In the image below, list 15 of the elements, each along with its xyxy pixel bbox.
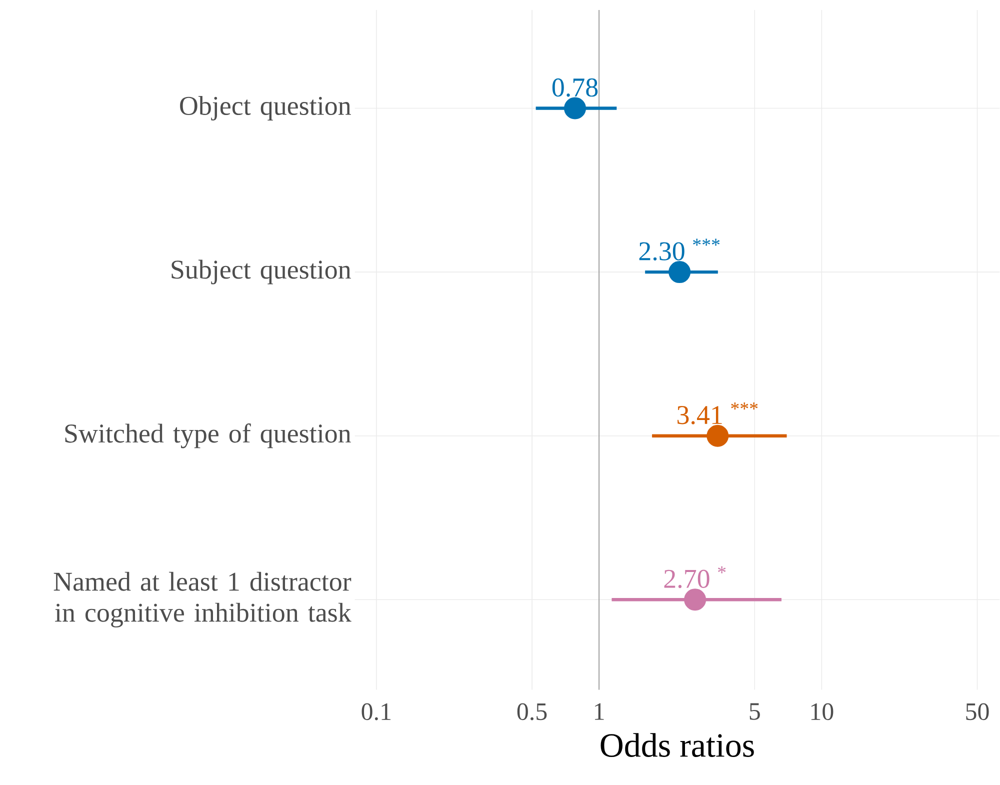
x-tick-label: 50 [966, 703, 989, 720]
data-label: 3.41 $^{***}$ [678, 402, 758, 424]
y-tick-label: Subject question [172, 260, 351, 284]
y-tick-label: Switched type of question [65, 424, 351, 448]
x-tick-label: 1 [594, 703, 604, 720]
x-tick-label: 0.1 [362, 703, 391, 720]
x-tick-label: 0.5 [517, 703, 547, 720]
y-tick-label: Object question [180, 96, 351, 121]
data-label: 2.30 $^{***}$ [639, 238, 720, 261]
x-axis-title: Odds ratios [600, 733, 754, 758]
y-tick-label: Named at least 1 distractor in cognitive inhibition task [54, 572, 352, 628]
x-tick-label: 5 [750, 703, 760, 720]
data-label: 2.70 $^{*}$ [664, 566, 726, 588]
x-tick-label: 10 [811, 703, 834, 720]
data-label: 0.78 [552, 78, 598, 97]
